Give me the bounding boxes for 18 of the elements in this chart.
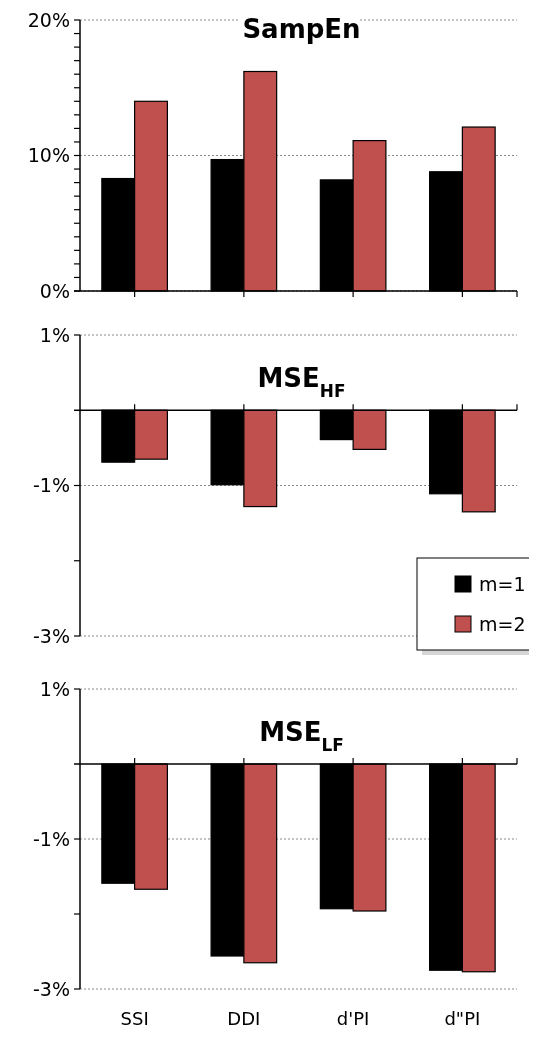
legend-label: m=1	[479, 573, 526, 595]
text: MSE$_{HF}$	[257, 363, 346, 401]
y-tick-label: 20%	[27, 8, 70, 31]
y-tick-label: -1%	[33, 827, 70, 850]
y-tick-label: -3%	[33, 977, 70, 1000]
y-tick-label: 1%	[39, 323, 70, 346]
x-tick-label: DDI	[227, 1008, 261, 1029]
y-tick-label: 10%	[27, 144, 70, 167]
x-tick-label: d"PI	[444, 1008, 481, 1029]
y-tick-label: 0%	[39, 279, 70, 302]
x-tick-label: d'PI	[336, 1008, 370, 1029]
y-tick-label: 1%	[39, 677, 70, 700]
x-tick-label: SSI	[120, 1008, 149, 1029]
y-tick-label: -3%	[33, 624, 70, 647]
y-tick-label: -1%	[33, 474, 70, 497]
text: MSE$_{LF}$	[259, 717, 344, 755]
legend-label: m=2	[479, 613, 526, 635]
chart-title: SampEn	[242, 14, 361, 44]
